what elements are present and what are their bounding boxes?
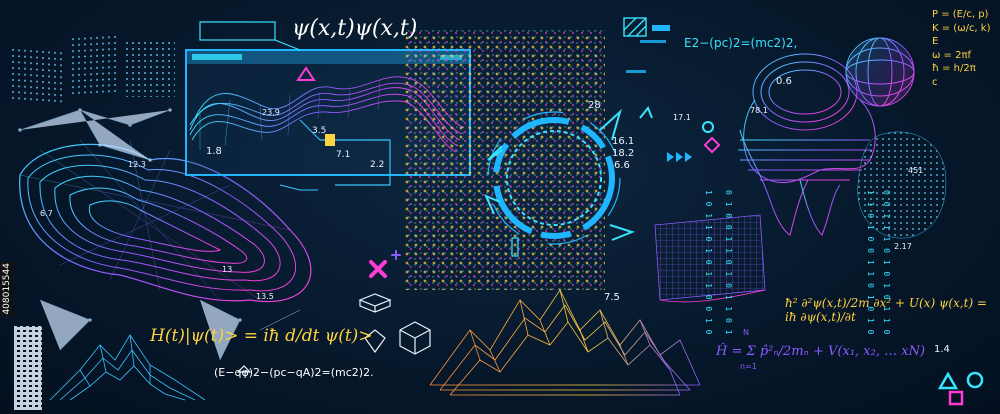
legend-line: c: [932, 76, 938, 88]
binary-column: 0 0 1 1 1 0 1 0 1 0 1 1 0: [882, 190, 891, 336]
top-formula: ψ(x,t)ψ(x,t): [292, 16, 418, 41]
energy-formula: E2−(pc)2=(mc2)2,: [684, 36, 798, 50]
barcode-block: [14, 326, 42, 410]
label-13: 13: [222, 265, 233, 274]
label-78-1: 78.1: [750, 106, 768, 115]
binary-column: 0 1 0 0 1 1 0 1 0 1 1 0 1: [724, 190, 733, 336]
label-12-3: 12.3: [128, 160, 146, 169]
label-7-1: 7.1: [336, 150, 351, 160]
legend-line: ħ = h/2π: [932, 63, 976, 74]
label-1-8: 1.8: [206, 146, 222, 157]
legend-block: P = (E/c, p) K = (ω/c, k) E ω = 2πf ħ = …: [932, 8, 991, 89]
hatched-boxes: [623, 17, 670, 73]
small-shape-icons: [639, 106, 721, 154]
label-2-2: 2.2: [370, 160, 385, 170]
legend-line: ω = 2πf: [932, 49, 972, 61]
label-16-1: 16.1: [612, 136, 635, 147]
binary-column: 1 0 1 1 0 1 0 1 1 0 0 1 0: [704, 190, 713, 336]
binary-stream: 0 0 1 1 1 0 1 0 1 0 1 1 0: [882, 190, 891, 335]
label-2-17: 2.17: [894, 242, 912, 251]
hud-ring: [484, 108, 635, 257]
triangle-icon: [296, 66, 316, 81]
legend-line: K = (ω/c, k): [932, 22, 991, 34]
formula-hamiltonian: Ĥ = Σ p̂²ₙ/2mₙ + V(x₁, x₂, … xN): [716, 344, 926, 359]
hamiltonian-sum-bottom: n=1: [740, 362, 757, 371]
bottom-right-symbols: [937, 371, 984, 406]
center-dot-field: [405, 30, 605, 290]
dot-patches: [12, 33, 175, 105]
label-6-6: 6.6: [614, 160, 630, 171]
legend-line: P = (E/c, p): [932, 9, 989, 20]
chevron-arrows-icon: [667, 152, 692, 162]
right-jelly-shape: [738, 53, 876, 236]
sphere-glow: [847, 39, 913, 105]
binary-stream: 1 0 1 1 0 1 0 1 1 0 0 1 0: [704, 190, 713, 335]
formula-kg: (E−qφ)2−(pc−qA)2=(mc2)2.: [214, 366, 374, 379]
blue-terrain: [49, 334, 206, 401]
formula-wave-eq: ħ² ∂²ψ(x,t)/2m ∂x² + U(x) ψ(x,t) = iħ ∂ψ…: [785, 296, 987, 324]
legend-line: E: [932, 36, 939, 47]
x-plus-icon: [369, 250, 401, 278]
constellation-lines: [18, 108, 301, 361]
label-3-5: 3.5: [312, 126, 327, 136]
binary-column: 1 1 0 1 0 0 1 1 0 1 0 1 0: [866, 190, 875, 336]
orange-terrain: [429, 289, 701, 396]
binary-stream: 0 1 0 0 1 1 0 1 0 1 1 0 1: [724, 190, 733, 335]
right-grid-wall: [654, 214, 766, 303]
binary-stream: 1 1 0 1 0 0 1 1 0 1 0 1 0: [866, 190, 875, 335]
watermark-id: 408015544: [0, 262, 14, 316]
label-0-6: 0.6: [776, 76, 792, 87]
label-18-2: 18.2: [612, 148, 635, 159]
label-13-5: 13.5: [256, 292, 274, 301]
label-6-7: 6.7: [40, 209, 53, 218]
label-23-9: 23.9: [262, 108, 280, 117]
label-451: 451: [908, 166, 924, 175]
hamiltonian-sum-top: N: [743, 328, 749, 337]
label-17-1: 17.1: [673, 113, 691, 122]
wireframe-solids: [236, 293, 431, 373]
label-1-4: 1.4: [934, 344, 950, 355]
label-28: 28: [588, 100, 601, 111]
dot-blob-right: [857, 131, 947, 239]
formula-schrodinger: H(t)|ψ(t)> = iħ d/dt ψ(t)>: [150, 326, 373, 346]
label-7-5: 7.5: [604, 292, 620, 303]
